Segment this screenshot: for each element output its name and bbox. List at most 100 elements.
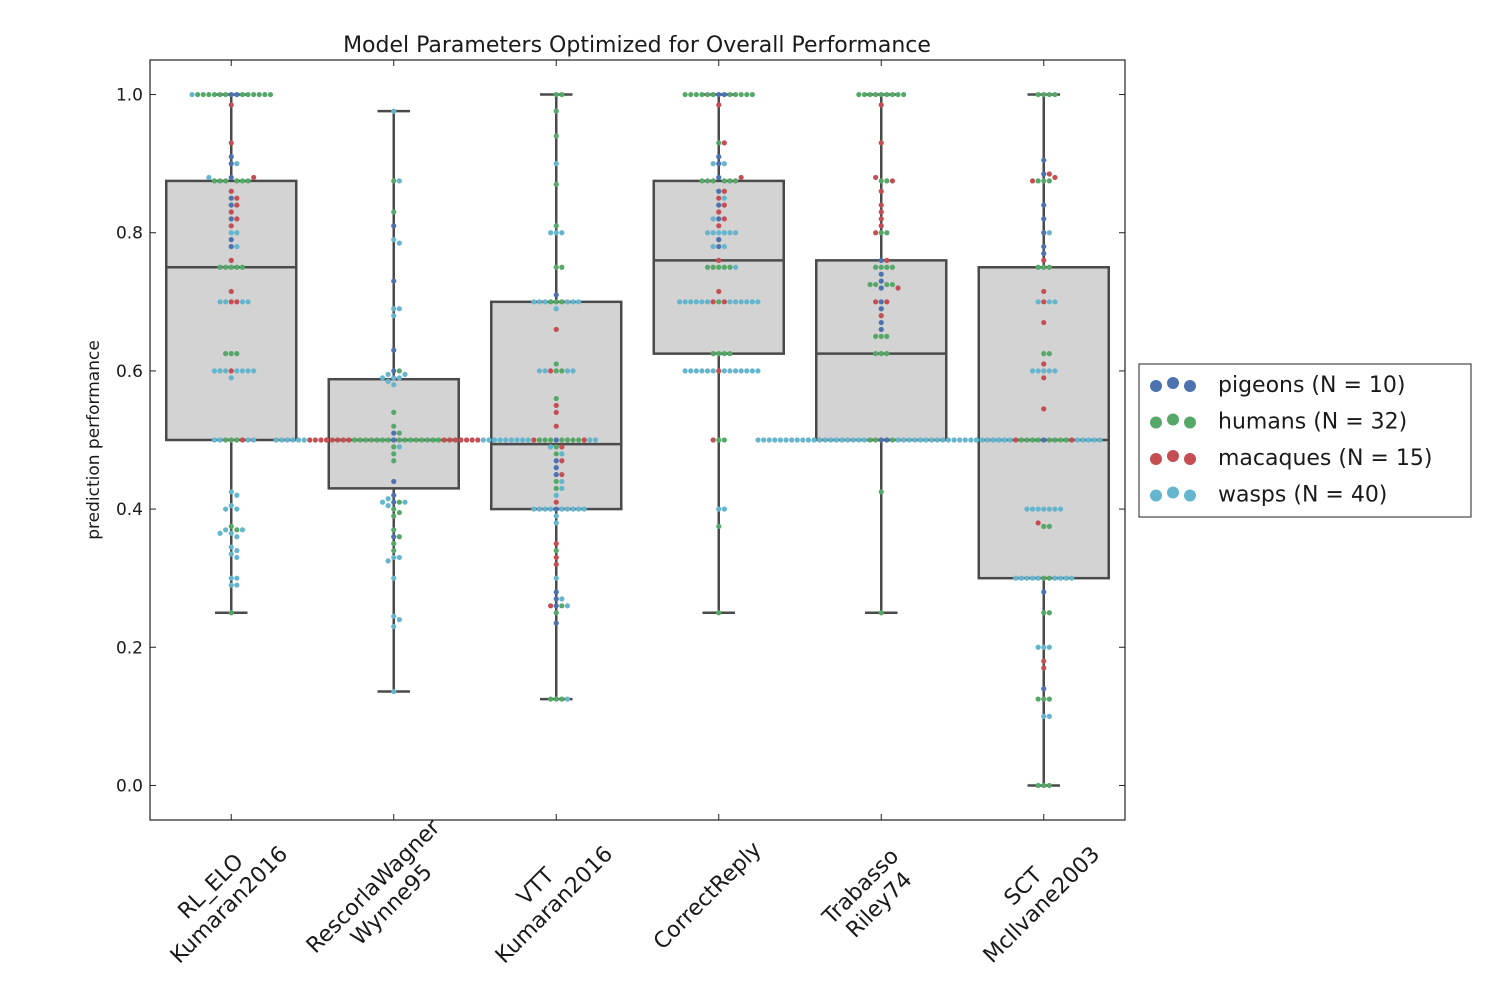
legend-marker [1184,380,1196,392]
point-pigeons [228,91,234,98]
point-wasps [559,451,565,457]
point-macaques [1041,658,1047,664]
point-humans [402,437,408,443]
point-pigeons [391,368,397,374]
point-humans [228,437,234,443]
point-wasps [564,603,571,609]
point-humans [1046,696,1052,702]
point-macaques [721,299,727,305]
point-macaques [878,202,884,208]
point-macaques [475,437,481,443]
point-humans [1046,351,1052,357]
point-wasps [402,499,408,505]
point-humans [559,603,565,609]
point-wasps [738,299,744,305]
x-tick-label-line: CorrectReply [649,837,767,955]
point-wasps [1007,437,1013,443]
point-wasps [379,375,386,381]
point-wasps [1041,644,1047,650]
point-wasps [301,437,307,443]
point-wasps [245,299,251,305]
legend-label: humans (N = 32) [1218,410,1407,435]
point-humans [878,333,884,339]
point-wasps [1029,368,1036,374]
point-wasps [1046,368,1052,374]
point-humans [878,610,884,616]
point-pigeons [553,292,559,298]
point-wasps [514,437,520,443]
point-wasps [391,313,397,319]
legend-marker [1150,416,1162,429]
point-humans [1046,782,1052,789]
point-humans [884,264,890,270]
point-humans [559,91,565,98]
point-pigeons [716,202,722,208]
point-macaques [553,499,559,505]
point-wasps [211,368,218,374]
point-humans [391,527,397,533]
point-wasps [682,368,688,374]
point-pigeons [878,326,884,333]
point-humans [239,178,246,184]
point-humans [262,91,268,98]
point-wasps [564,368,571,374]
point-macaques [721,202,727,208]
point-wasps [553,520,559,526]
point-pigeons [228,202,234,208]
point-wasps [385,496,391,502]
point-wasps [1080,437,1086,443]
point-wasps [480,437,486,443]
legend-label: macaques (N = 15) [1218,446,1432,471]
point-humans [716,610,722,616]
point-humans [553,91,559,98]
point-wasps [234,575,240,581]
legend: pigeons (N = 10) humans (N = 32) macaques … [1138,363,1472,518]
point-humans [206,91,212,98]
point-macaques [469,437,475,443]
point-humans [873,281,879,288]
point-macaques [716,288,722,295]
point-humans [228,610,234,616]
point-wasps [239,368,246,374]
point-wasps [385,371,391,377]
point-wasps [777,437,784,443]
point-macaques [1041,319,1047,326]
point-wasps [1046,299,1052,305]
point-wasps [693,299,699,305]
point-humans [1029,437,1036,443]
point-humans [419,437,425,443]
point-wasps [223,506,229,512]
point-wasps [391,575,397,581]
legend-entry: wasps (N = 40) [1150,483,1387,508]
point-wasps [234,554,240,561]
point-humans [889,437,896,443]
point-wasps [699,368,705,374]
point-macaques [873,174,879,181]
point-humans [576,437,582,443]
point-humans [1041,523,1047,529]
point-macaques [1041,665,1047,671]
point-humans [223,351,229,357]
point-wasps [391,613,397,619]
point-wasps [716,230,722,236]
box-iqr [977,266,1110,580]
point-pigeons [1041,250,1047,257]
point-macaques [1052,174,1058,181]
point-pigeons [553,506,559,512]
point-wasps [211,437,218,443]
point-humans [553,361,559,367]
point-wasps [396,240,402,246]
point-humans [379,437,386,443]
point-humans [211,178,218,184]
point-wasps [497,437,503,443]
point-humans [351,437,358,443]
legend-marker [1184,489,1196,502]
point-wasps [1063,575,1069,581]
point-humans [385,437,391,443]
point-wasps [206,174,212,181]
point-humans [856,91,862,98]
point-humans [391,506,397,512]
x-tick-label: SCTMcIlvane2003 [960,824,1105,969]
point-macaques [716,102,722,108]
point-humans [391,547,397,554]
